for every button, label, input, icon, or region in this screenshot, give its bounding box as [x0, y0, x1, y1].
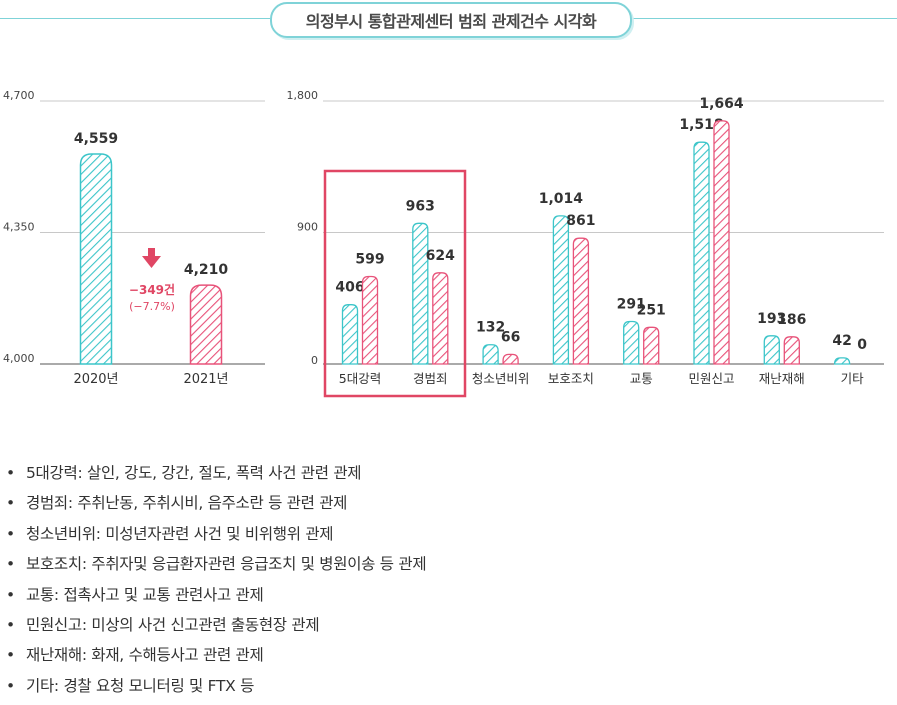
- x-tick-label: 교통: [630, 371, 653, 386]
- note-item: • 보호조치: 주취자및 응급환자관련 응급조치 및 병원이송 등 관제: [6, 553, 427, 583]
- data-label: 599: [355, 251, 384, 267]
- bullet-icon: •: [6, 494, 15, 513]
- bullet-icon: •: [6, 524, 15, 543]
- data-label: 251: [637, 302, 666, 318]
- y-tick-label: 1,800: [287, 89, 319, 102]
- x-tick-label: 보호조치: [548, 371, 594, 386]
- bar-재난재해-2: [783, 336, 800, 365]
- bar-2020년: [79, 153, 113, 365]
- note-item: • 재난재해: 화재, 수해등사고 관련 관제: [6, 644, 426, 674]
- arrow-shaft: [148, 248, 155, 257]
- note-item: • 민원신고: 미상의 사건 신고관련 출동현장 관제: [6, 614, 426, 644]
- arrow-head: [142, 256, 161, 268]
- note-item: • 청소년비위: 미성년자관련 사건 및 비위행위 관제: [6, 523, 426, 553]
- note-text: 민원신고: 미상의 사건 신고관련 출동현장 관제: [26, 615, 320, 634]
- bar-교통-1: [623, 320, 640, 365]
- y-tick-label: 4,350: [3, 221, 35, 234]
- bar-보호조치-1: [552, 215, 570, 365]
- y-tick-label: 0: [311, 354, 318, 367]
- bullet-icon: •: [6, 464, 15, 482]
- y-tick-label: 4,000: [3, 352, 35, 365]
- bar-5대강력-2: [361, 275, 379, 365]
- bar-청소년비위-2: [502, 353, 519, 365]
- category-notes: • 5대강력: 살인, 강도, 강간, 절도, 폭력 사건 관련 관제 • 경범죄: …: [6, 462, 427, 705]
- down-arrow-icon: [142, 248, 161, 268]
- data-label: 186: [777, 312, 806, 328]
- highlight-box: [323, 169, 467, 398]
- bullet-icon: •: [6, 646, 15, 665]
- data-label: 861: [566, 213, 595, 229]
- bar-보호조치-2: [572, 237, 590, 365]
- note-item: • 경범죄: 주취난동, 주취시비, 음주소란 등 관련 관제: [6, 492, 426, 522]
- bullet-icon: •: [6, 615, 15, 634]
- data-label: 624: [426, 248, 455, 264]
- chart-canvas: 4,000 4,350 4,700 4,559 2020년 4,210 2021년 −349건…: [3, 89, 884, 398]
- x-tick-label: 2021년: [183, 372, 228, 387]
- data-label: 42: [832, 333, 851, 349]
- x-tick-label: 민원신고: [688, 371, 734, 386]
- x-tick-label: 2020년: [73, 372, 118, 387]
- bullet-icon: •: [6, 555, 15, 574]
- bar-5대강력-1: [341, 304, 359, 365]
- data-label: 4,210: [184, 262, 229, 278]
- bar-교통-2: [643, 326, 660, 365]
- note-item: • 기타: 경찰 요청 모니터링 및 FTX 등: [6, 675, 426, 705]
- note-item: • 5대강력: 살인, 강도, 강간, 절도, 폭력 사건 관련 관제: [6, 462, 426, 492]
- note-text: 경범죄: 주취난동, 주취시비, 음주소란 등 관련 관제: [26, 494, 348, 513]
- bar-민원신고-2: [713, 120, 730, 365]
- data-label: 406: [335, 280, 364, 296]
- y-tick-label: 900: [297, 221, 318, 234]
- bar-청소년비위-1: [482, 344, 499, 365]
- data-label: 132: [476, 320, 505, 336]
- data-label: 66: [501, 329, 520, 345]
- bar-2021년: [189, 284, 223, 365]
- x-tick-label: 청소년비위: [472, 371, 530, 386]
- note-item: • 교통: 접촉사고 및 교통 관련사고 관제: [6, 584, 426, 614]
- bar-경범죄-2: [432, 272, 449, 365]
- note-text: 5대강력: 살인, 강도, 강간, 절도, 폭력 사건 관련 관제: [26, 464, 362, 482]
- bar-재난재해-1: [763, 335, 780, 365]
- bullet-icon: •: [6, 676, 15, 695]
- data-label: 1,664: [699, 96, 744, 112]
- note-text: 교통: 접촉사고 및 교통 관련사고 관제: [26, 585, 264, 604]
- bar-민원신고-1: [693, 141, 710, 365]
- data-label: 1,014: [539, 191, 584, 207]
- note-text: 청소년비위: 미성년자관련 사건 및 비위행위 관제: [26, 524, 334, 543]
- data-label: 193: [757, 311, 786, 327]
- data-label: 963: [406, 198, 435, 214]
- title-line-left: [0, 18, 270, 19]
- x-tick-label: 재난재해: [759, 371, 805, 386]
- yearly-total-chart: 4,000 4,350 4,700 4,559 2020년 4,210 2021년 −349건…: [3, 89, 265, 387]
- bar-기타-1: [833, 357, 851, 365]
- x-tick-label: 5대강력: [339, 371, 381, 386]
- chart-title: 의정부시 통합관제센터 범죄 관제건수 시각화: [305, 12, 597, 31]
- y-tick-label: 4,700: [3, 89, 35, 102]
- bullet-icon: •: [6, 585, 15, 604]
- change-percent-label: (−7.7%): [129, 300, 175, 313]
- change-label: −349건: [129, 282, 175, 297]
- data-label: 4,559: [74, 131, 118, 147]
- data-label: 291: [617, 296, 646, 312]
- note-text: 기타: 경찰 요청 모니터링 및 FTX 등: [26, 676, 255, 695]
- data-label: 0: [857, 337, 867, 353]
- bar-경범죄-1: [412, 222, 429, 365]
- title-box: 의정부시 통합관제센터 범죄 관제건수 시각화: [270, 2, 632, 38]
- title-line-right: [632, 18, 897, 19]
- data-label: 1,518: [679, 117, 723, 133]
- x-tick-label: 경범죄: [413, 371, 448, 386]
- note-text: 보호조치: 주취자및 응급환자관련 응급조치 및 병원이송 등 관제: [26, 555, 427, 574]
- note-text: 재난재해: 화재, 수해등사고 관련 관제: [26, 646, 264, 665]
- x-tick-label: 기타: [841, 371, 865, 386]
